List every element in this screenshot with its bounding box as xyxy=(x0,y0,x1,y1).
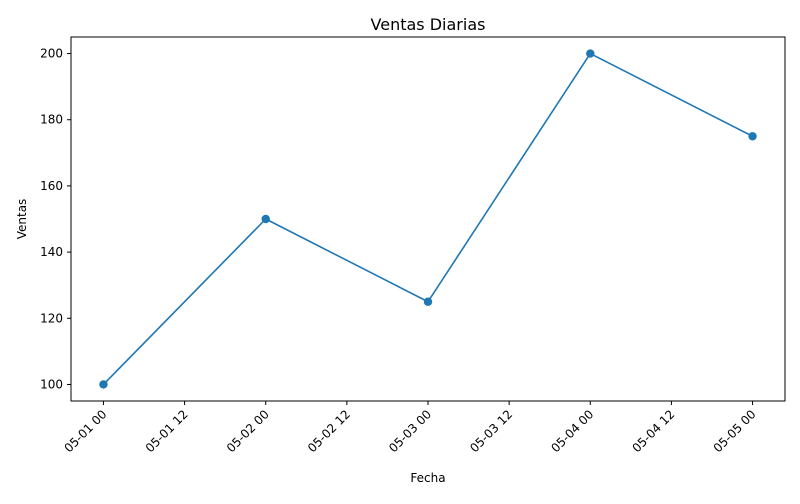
data-point xyxy=(586,49,595,58)
plot-area-frame xyxy=(70,36,786,402)
y-tick-label: 140 xyxy=(40,245,63,259)
y-tick-label: 120 xyxy=(40,311,63,325)
series-layer xyxy=(99,49,757,389)
data-point xyxy=(423,297,433,306)
data-point xyxy=(99,380,108,389)
data-point xyxy=(261,214,270,224)
y-tick-label: 160 xyxy=(40,179,63,193)
y-tick-label: 180 xyxy=(40,113,63,127)
y-axis-title: Ventas xyxy=(15,199,29,240)
data-point xyxy=(748,132,757,141)
y-tick-label: 200 xyxy=(40,47,63,61)
chart-title: Ventas Diarias xyxy=(371,15,486,34)
y-axis-ticks: 100 120 140 160 180 200 xyxy=(40,47,71,391)
y-tick-label: 100 xyxy=(40,377,63,391)
x-axis-title: Fecha xyxy=(410,471,445,485)
